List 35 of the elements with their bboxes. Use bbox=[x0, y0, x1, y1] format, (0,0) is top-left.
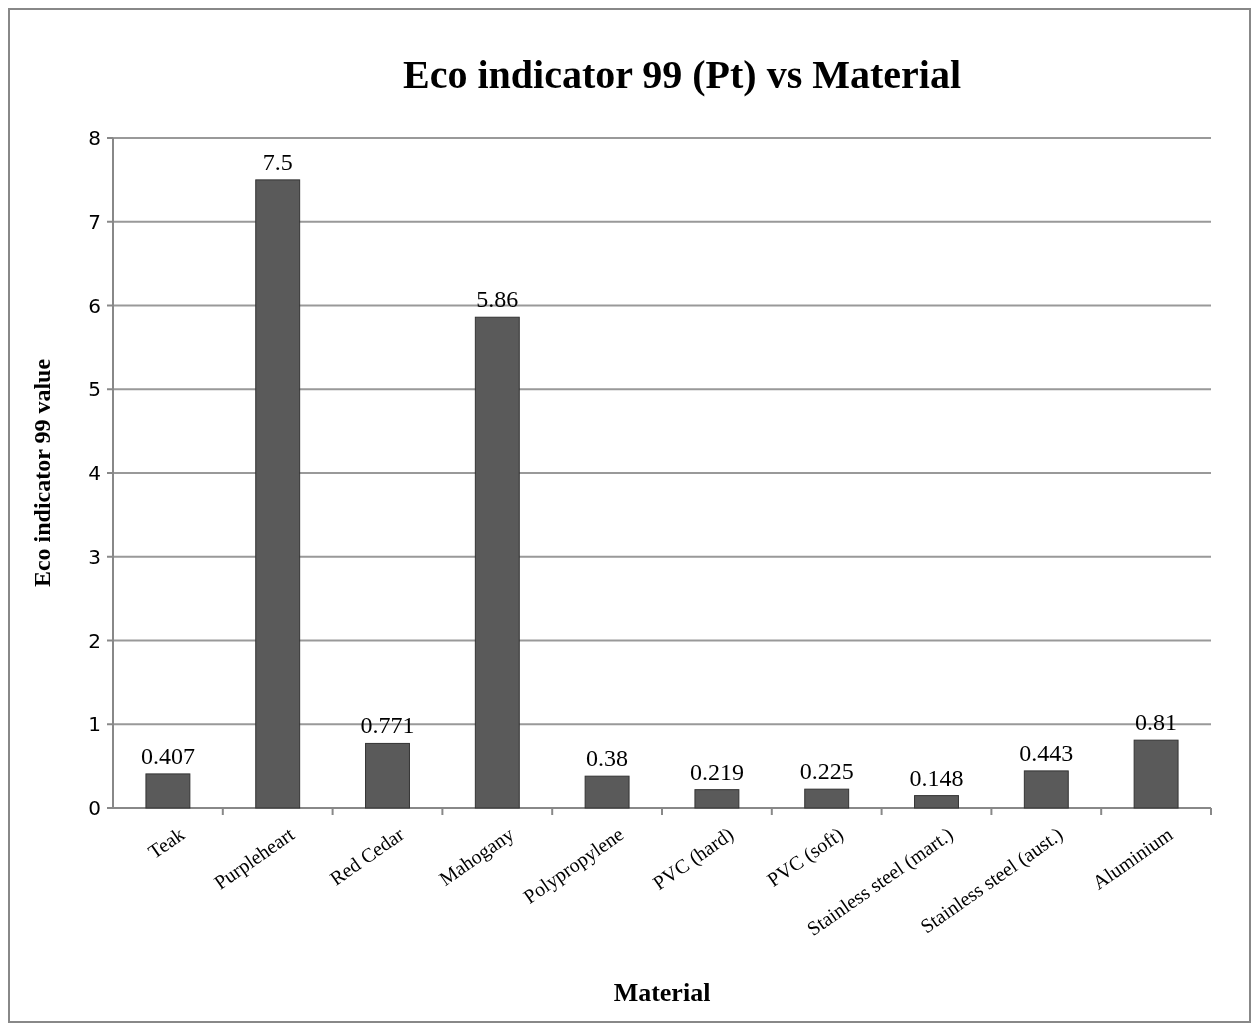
bar bbox=[584, 775, 630, 809]
bar bbox=[804, 788, 850, 809]
x-tick-label: Teak bbox=[144, 822, 189, 863]
y-axis-title: Eco indicator 99 value bbox=[29, 358, 55, 588]
chart-title: Eco indicator 99 (Pt) vs Material bbox=[402, 52, 962, 97]
data-label: 0.771 bbox=[360, 712, 415, 739]
data-label: 0.81 bbox=[1135, 709, 1178, 736]
data-label: 0.443 bbox=[1019, 739, 1074, 766]
bar bbox=[914, 795, 959, 809]
y-tick-label: 6 bbox=[88, 293, 101, 318]
bar bbox=[145, 773, 191, 809]
y-tick-label: 0 bbox=[88, 796, 101, 820]
x-axis-title: Material bbox=[613, 978, 711, 1007]
bar bbox=[1133, 739, 1179, 809]
data-label: 5.86 bbox=[476, 286, 519, 313]
y-tick-label: 7 bbox=[88, 209, 101, 234]
data-label: 0.219 bbox=[689, 758, 744, 785]
y-tick-label: 3 bbox=[88, 544, 101, 569]
y-tick-label: 8 bbox=[88, 126, 101, 150]
data-label: 0.225 bbox=[799, 758, 854, 785]
bar bbox=[694, 789, 740, 809]
x-tick-label: PVC (soft) bbox=[762, 822, 848, 892]
bar bbox=[365, 742, 410, 809]
y-tick-label: 4 bbox=[88, 461, 101, 485]
data-label: 0.38 bbox=[586, 745, 629, 772]
data-label: 0.407 bbox=[140, 742, 195, 769]
y-tick-label: 2 bbox=[88, 628, 101, 653]
x-tick-label: Red Cedar bbox=[325, 822, 409, 890]
data-label: 0.148 bbox=[909, 764, 964, 791]
bar bbox=[474, 316, 520, 809]
y-tick-label: 1 bbox=[88, 712, 101, 737]
y-tick-label: 5 bbox=[88, 377, 101, 402]
bar bbox=[1023, 770, 1069, 809]
bar bbox=[255, 179, 301, 809]
data-label: 7.5 bbox=[262, 148, 293, 175]
